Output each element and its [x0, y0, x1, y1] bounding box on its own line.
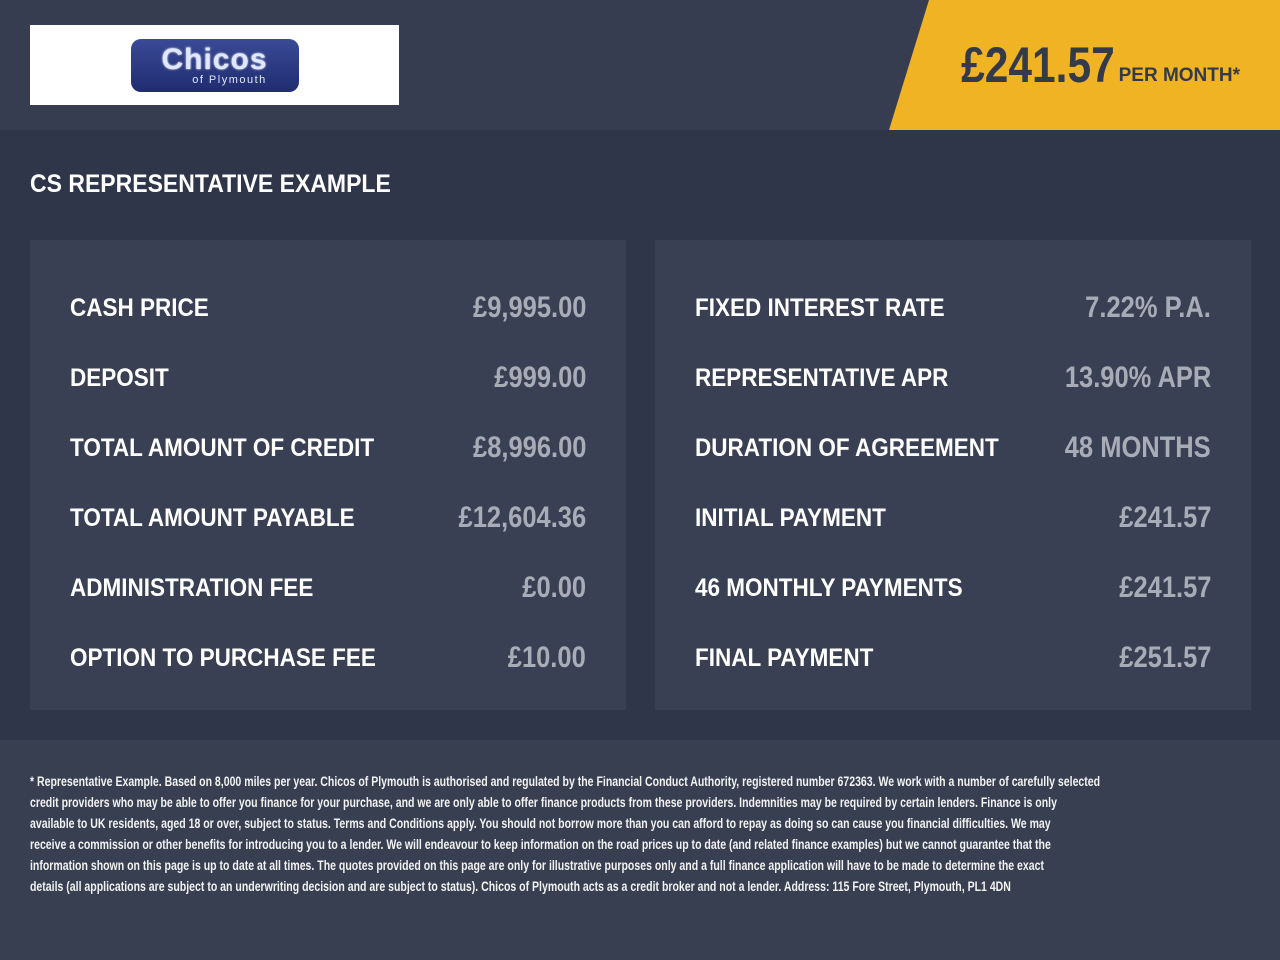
row-value: £251.57 — [1118, 641, 1211, 674]
row-value: £241.57 — [1118, 571, 1211, 604]
finance-row: FINAL PAYMENT £251.57 — [695, 623, 1211, 693]
row-label: REPRESENTATIVE APR — [695, 363, 949, 392]
row-value: £12,604.36 — [458, 501, 586, 534]
finance-row: 46 MONTHLY PAYMENTS £241.57 — [695, 553, 1211, 623]
finance-row: DURATION OF AGREEMENT 48 MONTHS — [695, 413, 1211, 483]
row-value: £10.00 — [507, 641, 586, 674]
finance-row: INITIAL PAYMENT £241.57 — [695, 483, 1211, 553]
row-label: FIXED INTEREST RATE — [695, 293, 945, 322]
monthly-price-badge: £241.57 PER MONTH* — [889, 0, 1280, 130]
finance-row: FIXED INTEREST RATE 7.22% P.A. — [695, 273, 1211, 343]
disclaimer-line: available to UK residents, aged 18 or ov… — [30, 816, 1051, 831]
row-label: OPTION TO PURCHASE FEE — [70, 643, 376, 672]
row-value: £0.00 — [522, 571, 586, 604]
row-label: DURATION OF AGREEMENT — [695, 433, 999, 462]
row-label: CASH PRICE — [70, 293, 209, 322]
logo-text: Chicos — [161, 42, 268, 76]
finance-row: OPTION TO PURCHASE FEE £10.00 — [70, 623, 586, 693]
row-value: 13.90% APR — [1064, 361, 1211, 394]
row-value: 7.22% P.A. — [1085, 291, 1211, 324]
header: Chicos of Plymouth £241.57 PER MONTH* — [0, 0, 1280, 130]
monthly-price: £241.57 — [960, 37, 1115, 93]
row-label: TOTAL AMOUNT OF CREDIT — [70, 433, 375, 462]
finance-row: ADMINISTRATION FEE £0.00 — [70, 553, 586, 623]
finance-row: CASH PRICE £9,995.00 — [70, 273, 586, 343]
finance-row: TOTAL AMOUNT OF CREDIT £8,996.00 — [70, 413, 586, 483]
disclaimer-line: details (all applications are subject to… — [30, 879, 1011, 894]
per-month-label: PER MONTH* — [1118, 65, 1240, 86]
finance-row: REPRESENTATIVE APR 13.90% APR — [695, 343, 1211, 413]
disclaimer: * Representative Example. Based on 8,000… — [0, 740, 1280, 960]
finance-row: TOTAL AMOUNT PAYABLE £12,604.36 — [70, 483, 586, 553]
row-value: 48 MONTHS — [1065, 431, 1211, 464]
right-panel: FIXED INTEREST RATE 7.22% P.A. REPRESENTAT… — [655, 240, 1251, 710]
disclaimer-line: information shown on this page is up to … — [30, 858, 1044, 873]
left-panel: CASH PRICE £9,995.00 DEPOSIT £999.00 TOTAL A… — [30, 240, 626, 710]
row-label: ADMINISTRATION FEE — [70, 573, 314, 602]
disclaimer-line: credit providers who may be able to offe… — [30, 795, 1057, 810]
logo: Chicos of Plymouth — [30, 25, 399, 105]
row-value: £241.57 — [1118, 501, 1211, 534]
row-value: £8,996.00 — [472, 431, 586, 464]
row-label: INITIAL PAYMENT — [695, 503, 886, 532]
page-title: CS REPRESENTATIVE EXAMPLE — [30, 170, 391, 198]
disclaimer-line: * Representative Example. Based on 8,000… — [30, 774, 1101, 789]
logo-subtext: of Plymouth — [192, 73, 267, 86]
finance-row: DEPOSIT £999.00 — [70, 343, 586, 413]
chicos-logo: Chicos of Plymouth — [130, 38, 299, 92]
row-label: DEPOSIT — [70, 363, 169, 392]
row-label: 46 MONTHLY PAYMENTS — [695, 573, 963, 602]
disclaimer-line: receive a commission or other benefits f… — [30, 837, 1051, 852]
row-value: £9,995.00 — [472, 291, 586, 324]
row-label: FINAL PAYMENT — [695, 643, 874, 672]
row-label: TOTAL AMOUNT PAYABLE — [70, 503, 355, 532]
row-value: £999.00 — [493, 361, 586, 394]
